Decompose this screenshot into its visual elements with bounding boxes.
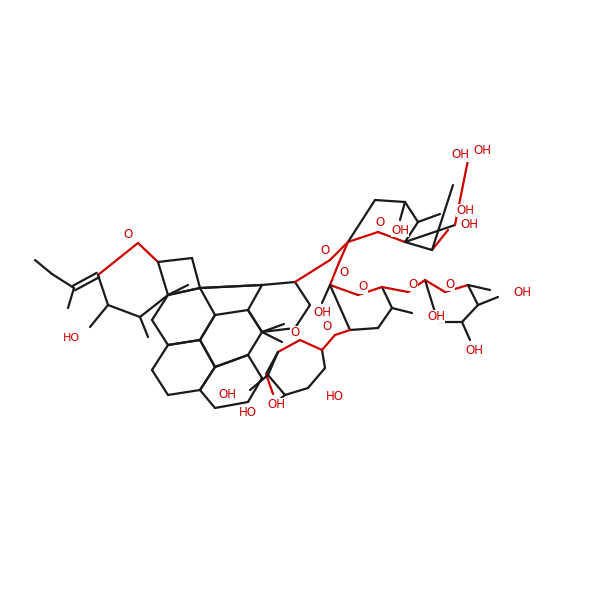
Text: OH: OH: [465, 343, 483, 356]
Text: OH: OH: [218, 389, 236, 401]
Text: O: O: [320, 245, 329, 257]
Text: OH: OH: [267, 397, 285, 410]
Text: O: O: [124, 229, 133, 241]
Text: O: O: [322, 320, 332, 334]
Text: OH: OH: [391, 223, 409, 236]
Text: HO: HO: [239, 407, 257, 419]
Text: HO: HO: [326, 389, 344, 403]
Text: OH: OH: [427, 310, 445, 323]
Text: HO: HO: [63, 333, 80, 343]
Text: O: O: [409, 277, 418, 290]
Text: O: O: [358, 280, 368, 293]
Text: OH: OH: [313, 307, 331, 319]
Text: OH: OH: [451, 148, 469, 161]
Text: O: O: [290, 325, 299, 338]
Text: OH: OH: [460, 218, 478, 232]
Text: O: O: [445, 277, 455, 290]
Text: OH: OH: [456, 203, 474, 217]
Text: OH: OH: [513, 286, 531, 299]
Text: OH: OH: [473, 143, 491, 157]
Text: O: O: [376, 215, 385, 229]
Text: O: O: [340, 266, 349, 280]
